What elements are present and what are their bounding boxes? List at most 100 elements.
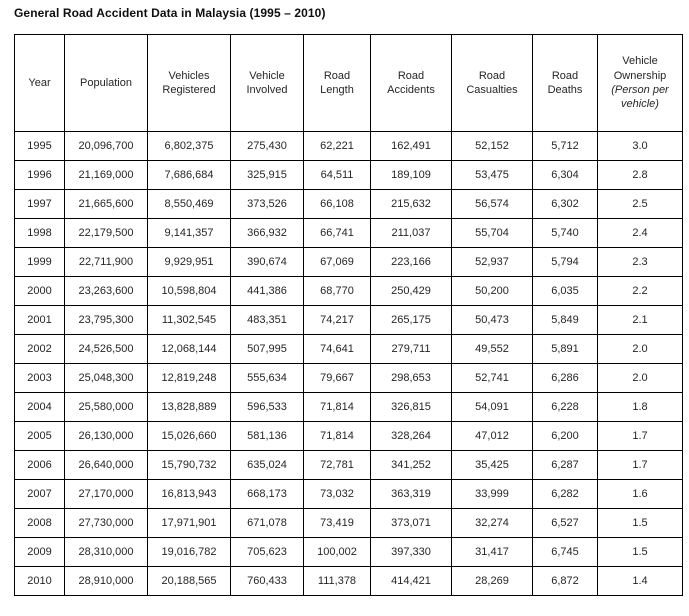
table-cell: 215,632	[370, 189, 452, 219]
table-row: 2003 25,048,300 12,819,248 555,634 79,667 298…	[14, 363, 683, 393]
col-header-road-accidents: Road Accidents	[370, 34, 452, 132]
col-header-year: Year	[14, 34, 65, 132]
table-row: 1999 22,711,900 9,929,951 390,674 67,069 223,…	[14, 247, 683, 277]
table-cell: 373,071	[370, 508, 452, 538]
table-cell: 325,915	[230, 160, 304, 190]
table-cell: 2004	[14, 392, 65, 422]
page: General Road Accident Data in Malaysia (…	[0, 6, 689, 596]
table-cell: 760,433	[230, 566, 304, 596]
col-header-road-casualties: Road Casualties	[451, 34, 533, 132]
table-cell: 28,910,000	[64, 566, 148, 596]
table-cell: 22,711,900	[64, 247, 148, 277]
table-cell: 28,310,000	[64, 537, 148, 567]
table-cell: 33,999	[451, 479, 533, 509]
table-cell: 6,872	[532, 566, 598, 596]
table-cell: 414,421	[370, 566, 452, 596]
table-cell: 1.7	[597, 421, 683, 451]
table-cell: 265,175	[370, 305, 452, 335]
table-cell: 50,473	[451, 305, 533, 335]
table-cell: 298,653	[370, 363, 452, 393]
table-cell: 2001	[14, 305, 65, 335]
table-cell: 27,730,000	[64, 508, 148, 538]
table-cell: 1999	[14, 247, 65, 277]
col-header-road-deaths: Road Deaths	[532, 34, 598, 132]
table-cell: 279,711	[370, 334, 452, 364]
table-cell: 9,141,357	[147, 218, 231, 248]
table-cell: 366,932	[230, 218, 304, 248]
table-cell: 54,091	[451, 392, 533, 422]
table-cell: 25,048,300	[64, 363, 148, 393]
table-cell: 1995	[14, 131, 65, 161]
table-cell: 1.7	[597, 450, 683, 480]
table-cell: 2.8	[597, 160, 683, 190]
table-cell: 26,130,000	[64, 421, 148, 451]
table-cell: 11,302,545	[147, 305, 231, 335]
table-cell: 1.5	[597, 508, 683, 538]
table-cell: 47,012	[451, 421, 533, 451]
col-header-vehicles-registered: Vehicles Registered	[147, 34, 231, 132]
table-cell: 67,069	[303, 247, 371, 277]
page-title: General Road Accident Data in Malaysia (…	[14, 6, 326, 20]
table-cell: 5,740	[532, 218, 598, 248]
table-row: 2008 27,730,000 17,971,901 671,078 73,419 373…	[14, 508, 683, 538]
table-cell: 68,770	[303, 276, 371, 306]
table-cell: 5,891	[532, 334, 598, 364]
table-cell: 55,704	[451, 218, 533, 248]
table-row: 2001 23,795,300 11,302,545 483,351 74,217 265…	[14, 305, 683, 335]
table-cell: 671,078	[230, 508, 304, 538]
table-cell: 1996	[14, 160, 65, 190]
table-row: 2000 23,263,600 10,598,804 441,386 68,770 250…	[14, 276, 683, 306]
table-cell: 52,937	[451, 247, 533, 277]
table-row: 2006 26,640,000 15,790,732 635,024 72,781 341…	[14, 450, 683, 480]
table-cell: 31,417	[451, 537, 533, 567]
table-row: 2005 26,130,000 15,026,660 581,136 71,814 328…	[14, 421, 683, 451]
table-row: 2002 24,526,500 12,068,144 507,995 74,641 279…	[14, 334, 683, 364]
table-cell: 223,166	[370, 247, 452, 277]
accident-data-table: Year Population Vehicles Registered Vehi…	[14, 34, 683, 596]
table-row: 2010 28,910,000 20,188,565 760,433 111,378 41…	[14, 566, 683, 596]
table-cell: 66,741	[303, 218, 371, 248]
table-cell: 341,252	[370, 450, 452, 480]
table-cell: 1997	[14, 189, 65, 219]
table-cell: 73,032	[303, 479, 371, 509]
table-cell: 189,109	[370, 160, 452, 190]
table-cell: 25,580,000	[64, 392, 148, 422]
table-cell: 21,169,000	[64, 160, 148, 190]
table-row: 1997 21,665,600 8,550,469 373,526 66,108 215,…	[14, 189, 683, 219]
table-cell: 2002	[14, 334, 65, 364]
table-cell: 1.5	[597, 537, 683, 567]
table-row: 1998 22,179,500 9,141,357 366,932 66,741 211,…	[14, 218, 683, 248]
table-cell: 363,319	[370, 479, 452, 509]
table-cell: 24,526,500	[64, 334, 148, 364]
table-cell: 23,263,600	[64, 276, 148, 306]
table-cell: 596,533	[230, 392, 304, 422]
table-row: 2004 25,580,000 13,828,889 596,533 71,814 326…	[14, 392, 683, 422]
table-cell: 1998	[14, 218, 65, 248]
table-cell: 71,814	[303, 392, 371, 422]
table-cell: 483,351	[230, 305, 304, 335]
table-cell: 52,741	[451, 363, 533, 393]
table-cell: 2.5	[597, 189, 683, 219]
table-cell: 100,002	[303, 537, 371, 567]
table-body: 1995 20,096,700 6,802,375 275,430 62,221 162,…	[14, 131, 683, 596]
table-cell: 56,574	[451, 189, 533, 219]
table-cell: 441,386	[230, 276, 304, 306]
table-cell: 555,634	[230, 363, 304, 393]
table-cell: 35,425	[451, 450, 533, 480]
table-cell: 2007	[14, 479, 65, 509]
table-cell: 390,674	[230, 247, 304, 277]
table-cell: 73,419	[303, 508, 371, 538]
table-cell: 2005	[14, 421, 65, 451]
table-cell: 32,274	[451, 508, 533, 538]
table-cell: 6,035	[532, 276, 598, 306]
table-cell: 66,108	[303, 189, 371, 219]
table-cell: 635,024	[230, 450, 304, 480]
table-cell: 6,302	[532, 189, 598, 219]
table-cell: 27,170,000	[64, 479, 148, 509]
table-cell: 1.8	[597, 392, 683, 422]
table-row: 1995 20,096,700 6,802,375 275,430 62,221 162,…	[14, 131, 683, 161]
table-cell: 20,096,700	[64, 131, 148, 161]
table-cell: 20,188,565	[147, 566, 231, 596]
table-cell: 50,200	[451, 276, 533, 306]
table-cell: 6,527	[532, 508, 598, 538]
